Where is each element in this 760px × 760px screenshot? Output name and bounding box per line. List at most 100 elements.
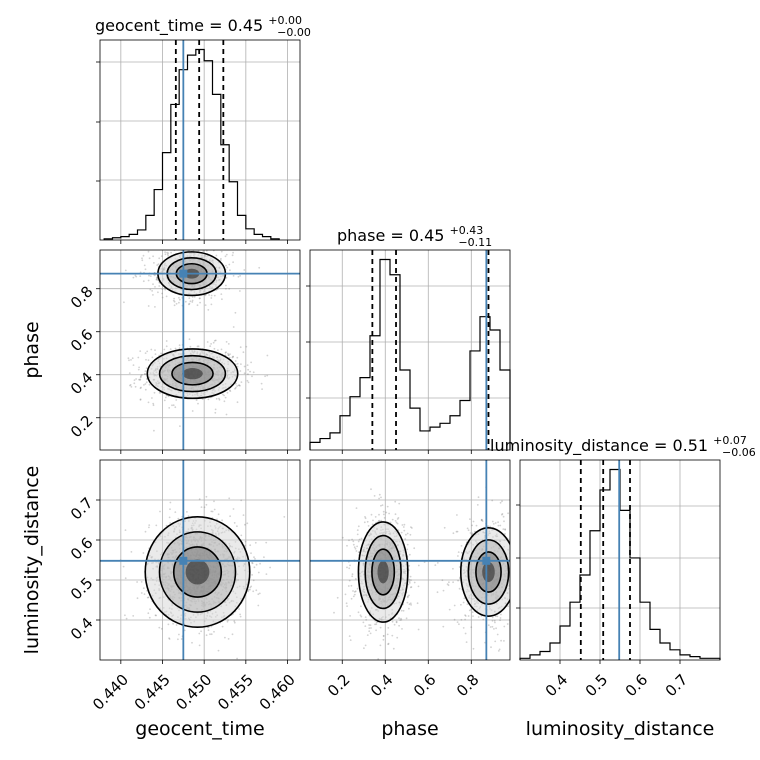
scatter-point [363,521,366,524]
scatter-point [247,590,250,593]
scatter-point [369,624,372,627]
scatter-point [366,634,369,636]
scatter-point [348,635,351,637]
scatter-point [224,352,227,354]
scatter-point [225,287,227,290]
scatter-point [228,389,231,392]
scatter-point [198,644,201,647]
scatter-point [206,341,209,343]
scatter-point [158,257,161,260]
scatter-point [405,533,407,536]
xlabel-luminosity-distance: luminosity_distance [526,718,715,740]
scatter-point [434,564,437,566]
scatter-point [521,590,523,592]
scatter-point [141,374,143,376]
scatter-point [405,617,408,620]
scatter-point [157,291,159,294]
scatter-point [220,257,222,260]
scatter-point [416,602,419,605]
scatter-point [495,627,497,630]
scatter-point [198,498,201,501]
scatter-point [511,564,513,566]
scatter-point [124,577,127,580]
scatter-point [247,588,250,591]
scatter-point [464,614,466,617]
scatter-point [173,304,176,307]
scatter-point [147,401,150,404]
scatter-point [265,541,268,544]
scatter-point [368,624,370,626]
scatter-point [521,601,523,603]
scatter-point [491,499,494,502]
scatter-point [249,370,252,373]
pair-inner-1 [100,460,300,660]
scatter-point [477,496,480,499]
scatter-point [154,286,156,288]
scatter-point [170,251,173,254]
scatter-point [145,381,148,384]
scatter-point [159,391,162,394]
scatter-point [503,625,506,628]
scatter-point [365,618,368,621]
scatter-point [155,614,158,617]
scatter-point [214,411,217,414]
scatter-point [471,611,474,613]
scatter-point [197,345,200,348]
xtick-label-geocent_time-1: 0.445 [131,671,174,714]
scatter-point [145,358,147,361]
scatter-point [400,609,403,612]
scatter-point [167,252,170,255]
scatter-point [124,269,127,272]
scatter-point [175,399,178,401]
scatter-point [475,524,478,527]
scatter-point [513,571,515,573]
scatter-point [499,501,502,504]
xtick-label-phase-3: 0.8 [453,671,483,701]
pair-inner-2 [310,460,523,670]
scatter-point [493,628,495,630]
scatter-point [382,513,385,516]
hist-steps-1 [309,258,511,450]
scatter-point [263,556,265,559]
scatter-point [383,517,386,519]
scatter-point [169,522,172,524]
ylabel-luminosity-distance: luminosity_distance [21,466,43,655]
scatter-point [168,516,171,519]
scatter-point [193,296,196,298]
scatter-point [218,397,220,400]
scatter-point [205,634,208,637]
scatter-point [380,504,382,507]
scatter-point [471,532,474,535]
scatter-point [210,303,213,306]
scatter-point [213,294,216,297]
scatter-point [143,384,145,386]
scatter-point [159,510,161,513]
scatter-point [521,550,523,552]
scatter-point [124,614,126,617]
scatter-point [226,620,229,623]
scatter-point [460,603,462,606]
scatter-point [380,519,383,522]
scatter-point [138,366,141,369]
scatter-point [408,607,410,610]
scatter-point [377,520,380,522]
scatter-point [382,635,385,637]
scatter-point [152,402,155,405]
density-0-0-3 [182,368,203,380]
scatter-point [224,396,227,399]
scatter-point [413,581,416,584]
scatter-point [344,593,347,596]
ytick-label-luminosity_distance-2: 0.6 [67,534,97,564]
scatter-point [388,512,390,515]
scatter-point [511,534,513,536]
scatter-point [168,637,171,640]
scatter-point [158,392,161,394]
title-phase-minus: −0.11 [458,236,492,249]
scatter-point [469,518,471,520]
scatter-point [355,507,358,509]
scatter-point [396,668,398,670]
scatter-point [147,279,150,282]
scatter-point [254,558,256,560]
scatter-point [442,589,445,592]
contour-2-0-0 [357,521,409,623]
